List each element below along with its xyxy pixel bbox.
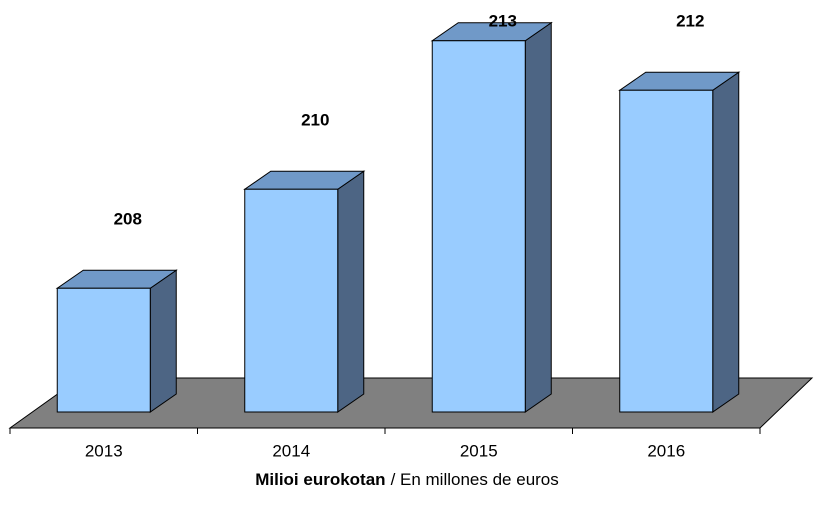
- bar-side: [149, 269, 177, 413]
- bar-side: [337, 170, 365, 413]
- bar: [619, 89, 714, 413]
- bar: [431, 40, 526, 413]
- bar-side: [524, 21, 552, 413]
- bars: [55, 21, 741, 413]
- bar-side: [712, 71, 740, 413]
- x-axis-title-rest: / En millones de euros: [391, 470, 559, 489]
- x-axis-title: Milioi eurokotan / En millones de euros: [255, 470, 559, 489]
- value-label: 212: [676, 12, 704, 31]
- x-tick-label: 2014: [272, 441, 310, 460]
- value-label: 213: [489, 11, 517, 30]
- bar: [244, 188, 339, 413]
- x-tick-label: 2016: [647, 441, 685, 460]
- value-label: 208: [114, 210, 142, 229]
- x-tick-label: 2013: [85, 441, 123, 460]
- bar: [56, 287, 151, 413]
- x-axis-title-bold: Milioi eurokotan: [255, 470, 385, 489]
- value-label: 210: [301, 111, 329, 130]
- x-tick-label: 2015: [460, 441, 498, 460]
